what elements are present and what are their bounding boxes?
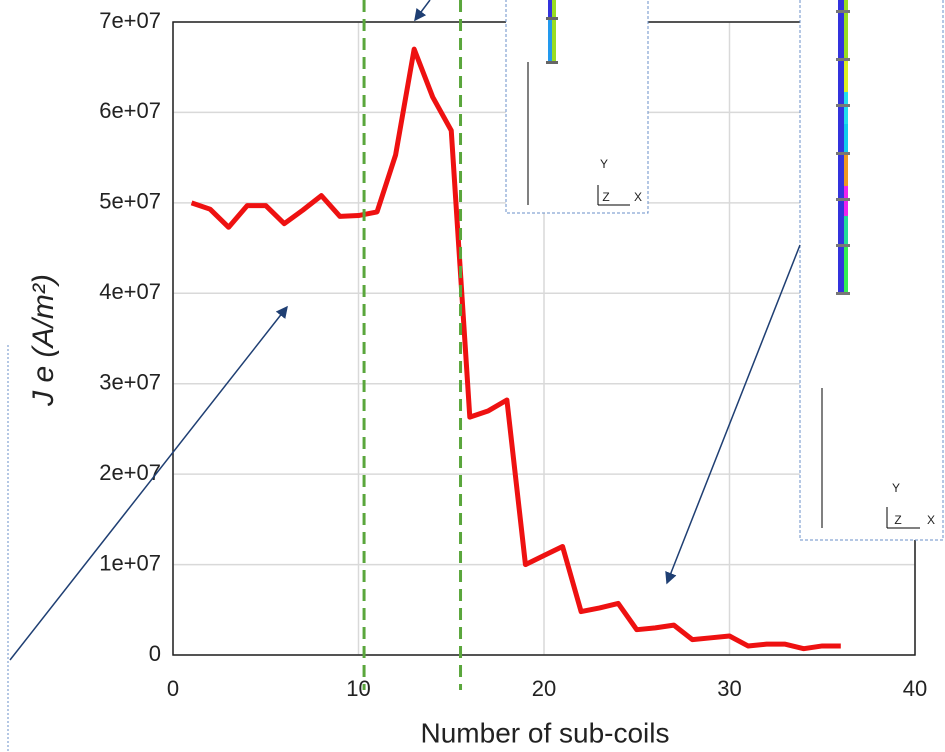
x-tick-label: 30 bbox=[717, 676, 741, 701]
inset-axis-label: X bbox=[634, 190, 642, 204]
inset: Y Z X bbox=[800, 0, 943, 540]
chart: 0 1e+07 2e+07 3e+07 4e+07 5e+07 6e+07 7e+07 0 10 2… bbox=[0, 0, 945, 752]
y-tick-label: 3e+07 bbox=[99, 370, 161, 395]
x-axis-label: Number of sub-coils bbox=[421, 717, 670, 748]
arrow bbox=[415, 0, 430, 20]
x-tick-label: 20 bbox=[532, 676, 556, 701]
y-tick-label: 0 bbox=[149, 641, 161, 666]
inset-axis-label: Z bbox=[602, 190, 609, 204]
x-tick-label: 10 bbox=[346, 676, 370, 701]
inset-axis-label: Y bbox=[892, 481, 900, 495]
inset: Y Z X bbox=[506, 0, 648, 213]
y-axis-label: J e (A/m²) bbox=[27, 274, 60, 407]
y-tick-label: 2e+07 bbox=[99, 460, 161, 485]
y-tick-label: 5e+07 bbox=[99, 189, 161, 214]
x-tick-label: 0 bbox=[167, 676, 179, 701]
y-tick-label: 4e+07 bbox=[99, 279, 161, 304]
y-tick-label: 1e+07 bbox=[99, 550, 161, 575]
x-tick-label: 40 bbox=[903, 676, 927, 701]
y-tick-label: 7e+07 bbox=[99, 8, 161, 33]
inset-axis-label: Y bbox=[600, 157, 608, 171]
y-tick-label: 6e+07 bbox=[99, 98, 161, 123]
inset-axis-label: Z bbox=[894, 513, 901, 527]
inset-axis-label: X bbox=[927, 513, 935, 527]
